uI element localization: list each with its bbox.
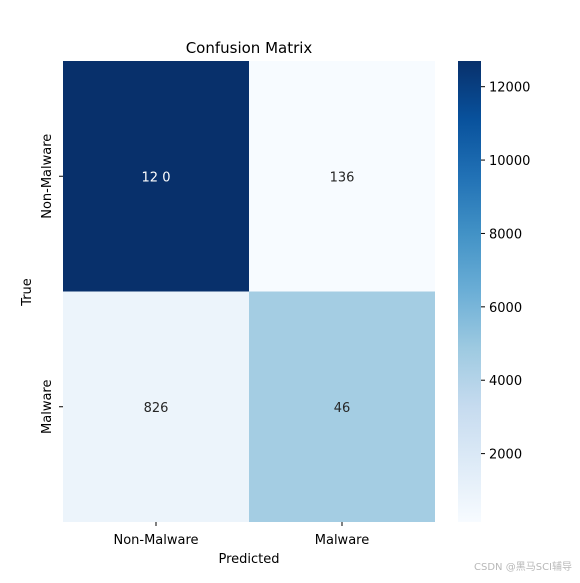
colorbar-tick-label: 6000 <box>489 301 522 316</box>
colorbar-tick-label: 8000 <box>489 227 522 242</box>
x-tick-label: Malware <box>315 533 369 548</box>
y-axis-label: True <box>20 278 35 307</box>
y-axis-ticks: Non-Malware Malware <box>40 134 63 434</box>
heatmap-cell-label: 46 <box>334 401 351 416</box>
colorbar <box>458 61 481 522</box>
heatmap-cell-labels: 12 0 136 826 46 <box>142 170 355 416</box>
x-axis-ticks: Non-Malware Malware <box>113 522 369 548</box>
heatmap-cells <box>63 61 435 522</box>
y-tick-label: Non-Malware <box>40 134 55 219</box>
colorbar-tick-label: 12000 <box>489 81 530 96</box>
colorbar-tick-label: 10000 <box>489 154 530 169</box>
chart-title: Confusion Matrix <box>186 39 313 57</box>
y-tick-label: Malware <box>40 380 55 434</box>
heatmap-cell-label: 826 <box>144 401 169 416</box>
colorbar-tick-label: 4000 <box>489 374 522 389</box>
heatmap-cell <box>63 61 249 292</box>
colorbar-ticks: 2000 4000 6000 8000 10000 12000 <box>481 81 530 463</box>
heatmap-cell <box>63 291 249 522</box>
heatmap-cell <box>249 61 435 292</box>
heatmap-cell-label: 136 <box>330 170 355 185</box>
x-tick-label: Non-Malware <box>113 533 198 548</box>
watermark-text: CSDN @黑马SCI辅导 <box>474 562 572 573</box>
colorbar-tick-label: 2000 <box>489 448 522 463</box>
x-axis-label: Predicted <box>218 552 279 567</box>
heatmap-cell <box>249 291 435 522</box>
heatmap-cell-label: 12 0 <box>142 170 171 185</box>
